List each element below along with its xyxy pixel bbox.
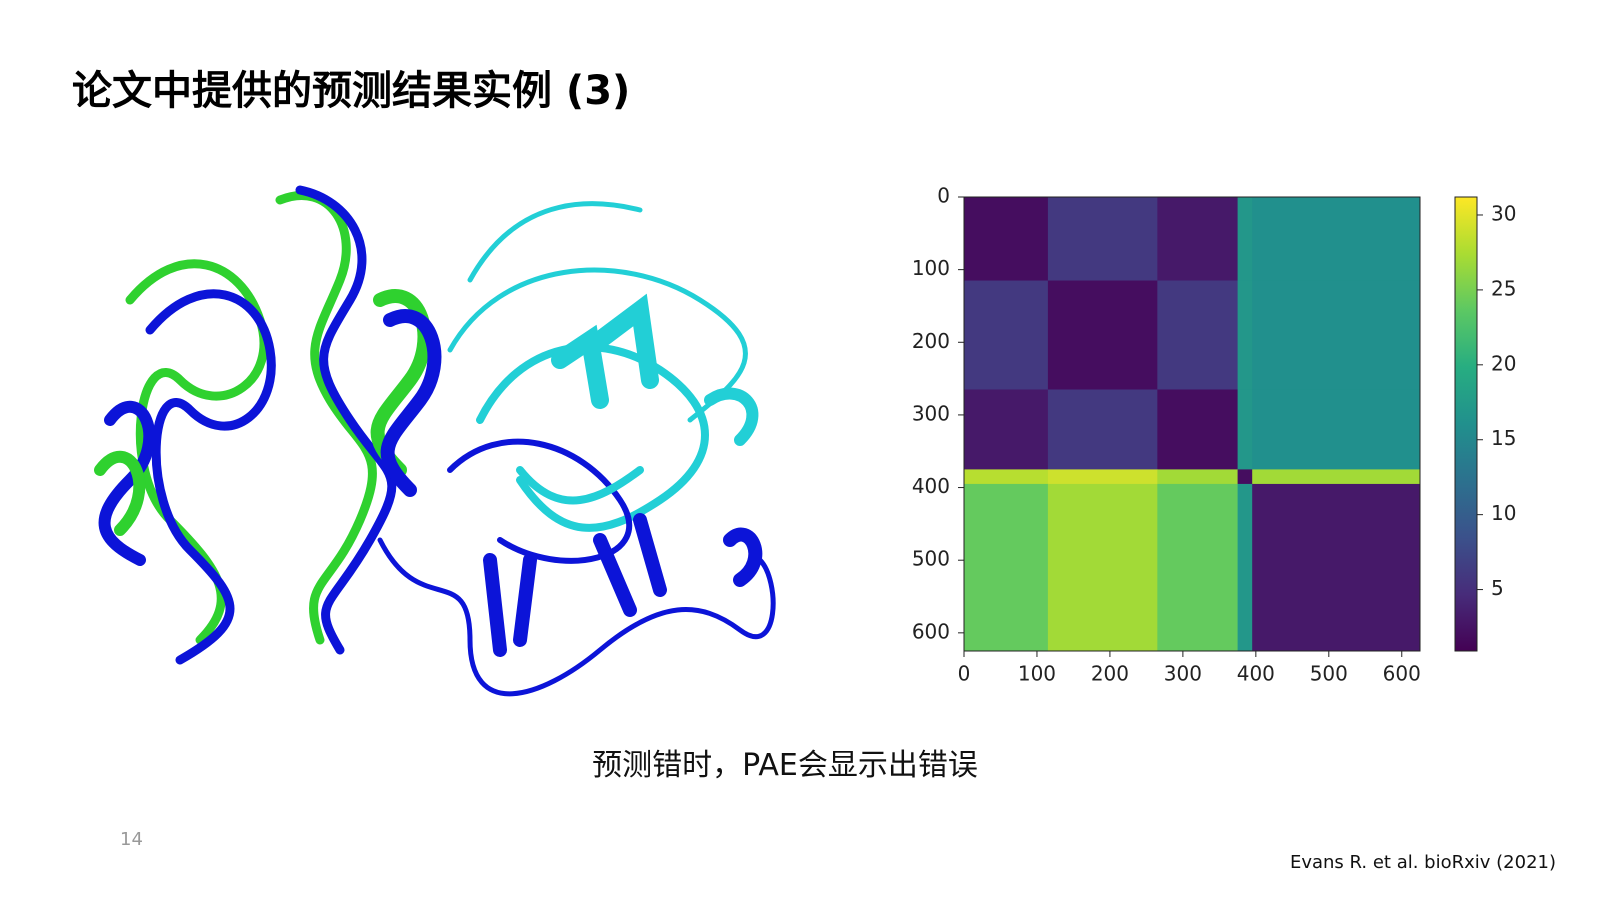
- heatmap-cell: [964, 469, 1049, 485]
- heatmap-cell: [1252, 197, 1421, 282]
- x-tick-label: 100: [1018, 662, 1056, 686]
- heatmap-cell: [1047, 280, 1158, 390]
- heatmap-cell: [1252, 483, 1421, 652]
- y-tick-label: 600: [912, 619, 950, 643]
- heatmap-cell: [1237, 483, 1253, 652]
- citation: Evans R. et al. bioRxiv (2021): [1289, 852, 1556, 873]
- heatmap-cell: [1047, 483, 1158, 652]
- plot-frame: [963, 196, 1421, 652]
- heatmap-cell: [1047, 469, 1158, 485]
- y-tick-label: 200: [912, 329, 950, 353]
- heatmap-cell: [1237, 280, 1253, 390]
- colorbar-tick-label: 10: [1491, 501, 1516, 525]
- y-tick-label: 300: [912, 401, 950, 425]
- colorbar: [1454, 196, 1478, 652]
- caption: 预测错时，PAE会显示出错误: [592, 748, 978, 783]
- y-tick-label: 400: [912, 474, 950, 498]
- heatmap-cell: [964, 197, 1049, 282]
- x-tick-label: 600: [1383, 662, 1421, 686]
- y-tick-label: 100: [912, 256, 950, 280]
- heatmap-cell: [964, 280, 1049, 390]
- heatmap-cell: [964, 389, 1049, 470]
- heatmap-cell: [1237, 469, 1253, 485]
- x-tick-label: 0: [958, 662, 971, 686]
- x-tick-label: 200: [1091, 662, 1129, 686]
- heatmap-cell: [1157, 469, 1239, 485]
- colorbar-tick-label: 15: [1491, 426, 1516, 450]
- heatmap-cell: [1047, 389, 1158, 470]
- protein-structure: [94, 185, 776, 697]
- x-tick-label: 300: [1164, 662, 1202, 686]
- heatmap-cell: [1047, 197, 1158, 282]
- colorbar-tick-label: 25: [1491, 276, 1516, 300]
- heatmap-cell: [1157, 483, 1239, 652]
- heatmap-cell: [1237, 389, 1253, 470]
- page-number: 14: [120, 829, 143, 850]
- heatmap-cell: [1157, 197, 1239, 282]
- colorbar-tick-label: 30: [1491, 201, 1516, 225]
- heatmap-cell: [1157, 389, 1239, 470]
- heatmap-cell: [1252, 469, 1421, 485]
- heatmap-cell: [964, 483, 1049, 652]
- y-tick-label: 500: [912, 547, 950, 571]
- heatmap-cell: [1252, 389, 1421, 470]
- heatmap-cell: [1157, 280, 1239, 390]
- y-tick-label: 0: [937, 184, 950, 208]
- colorbar-tick-label: 20: [1491, 351, 1516, 375]
- x-tick-label: 400: [1237, 662, 1275, 686]
- colorbar-tick-label: 5: [1491, 576, 1504, 600]
- slide-title: 论文中提供的预测结果实例 (3): [72, 68, 631, 114]
- heatmap-cell: [1252, 280, 1421, 390]
- heatmap-cell: [1237, 197, 1253, 282]
- x-tick-label: 500: [1310, 662, 1348, 686]
